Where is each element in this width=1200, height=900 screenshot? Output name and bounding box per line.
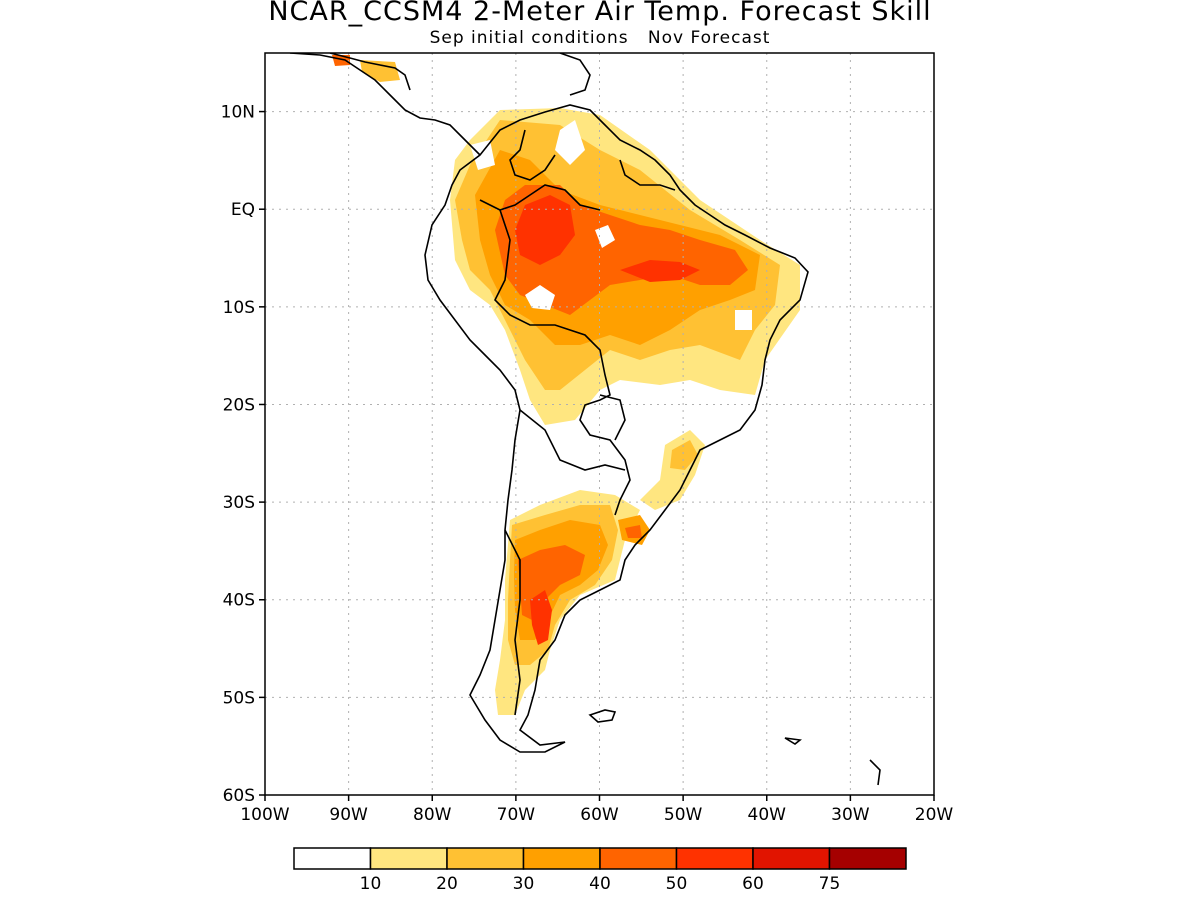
lat-tick-label: 50S	[223, 688, 255, 708]
caribbean-island	[559, 53, 591, 96]
lat-tick-label: 20S	[223, 395, 255, 415]
border-g	[619, 159, 676, 191]
lon-tick-label: 100W	[240, 805, 289, 825]
border-f	[504, 529, 521, 716]
lon-tick-label: 60W	[580, 805, 619, 825]
latitude-axis: 10N EQ 10S 20S 30S 40S 50S 60S	[221, 103, 265, 806]
lon-tick-label: 70W	[497, 805, 536, 825]
colorbar-label: 60	[742, 874, 764, 894]
colorbar-label: 50	[666, 874, 688, 894]
lat-tick-label: 10N	[221, 103, 255, 123]
shade-gap-a	[525, 285, 555, 310]
shade-gap-c	[470, 140, 495, 170]
map-subtitle: Sep initial conditions Nov Forecast	[429, 28, 771, 48]
map-grid	[265, 53, 934, 795]
lat-tick-label: 30S	[223, 493, 255, 513]
shade-uru-red	[625, 525, 642, 538]
border-c	[509, 129, 556, 181]
colorbar-swatch	[446, 847, 525, 870]
border-a	[479, 184, 601, 211]
lat-tick-label: 60S	[223, 786, 255, 806]
coastlines	[289, 53, 881, 786]
colorbar-label: 75	[819, 874, 841, 894]
colorbar-swatch	[752, 847, 831, 870]
longitude-axis: 100W 90W 80W 70W 60W 50W 40W 30W 20W	[240, 795, 953, 825]
lon-tick-label: 90W	[329, 805, 368, 825]
shade-se	[640, 430, 705, 510]
colorbar-swatch	[522, 847, 601, 870]
colorbar-label: 20	[436, 874, 458, 894]
south-georgia	[784, 737, 802, 745]
lon-tick-label: 40W	[748, 805, 787, 825]
shade-gap-b	[555, 120, 585, 165]
central-america-coast	[289, 53, 481, 156]
central-america-coast-n	[329, 53, 411, 91]
lon-tick-label: 50W	[664, 805, 703, 825]
colorbar-swatch	[599, 847, 678, 870]
map-title: NCAR_CCSM4 2-Meter Air Temp. Forecast Sk…	[268, 0, 932, 27]
shade-north-60b	[620, 260, 700, 282]
shade-ca	[360, 60, 400, 82]
colorbar-label: 10	[360, 874, 382, 894]
lat-tick-label: EQ	[231, 200, 255, 220]
skill-shading	[332, 55, 800, 715]
south-america-coast	[424, 104, 809, 753]
border-b	[494, 209, 631, 516]
colorbar-swatch	[369, 847, 448, 870]
lon-tick-label: 20W	[915, 805, 954, 825]
colorbar: 10 20 30 40 50 60 75	[293, 847, 907, 894]
border-d	[599, 394, 626, 441]
shade-gap-e	[735, 310, 752, 330]
sandwich-islands	[869, 759, 881, 786]
colorbar-swatch	[293, 847, 372, 870]
shade-arg-60	[530, 590, 552, 645]
lat-tick-label: 10S	[223, 298, 255, 318]
colorbar-label: 30	[513, 874, 535, 894]
lon-tick-label: 80W	[413, 805, 452, 825]
shade-north-60	[515, 195, 575, 265]
colorbar-swatch	[828, 847, 907, 870]
colorbar-swatch	[675, 847, 754, 870]
lon-tick-label: 30W	[831, 805, 870, 825]
lat-tick-label: 40S	[223, 591, 255, 611]
border-e	[519, 409, 626, 471]
colorbar-label: 40	[589, 874, 611, 894]
shade-se2	[670, 440, 698, 470]
falklands	[588, 709, 617, 723]
